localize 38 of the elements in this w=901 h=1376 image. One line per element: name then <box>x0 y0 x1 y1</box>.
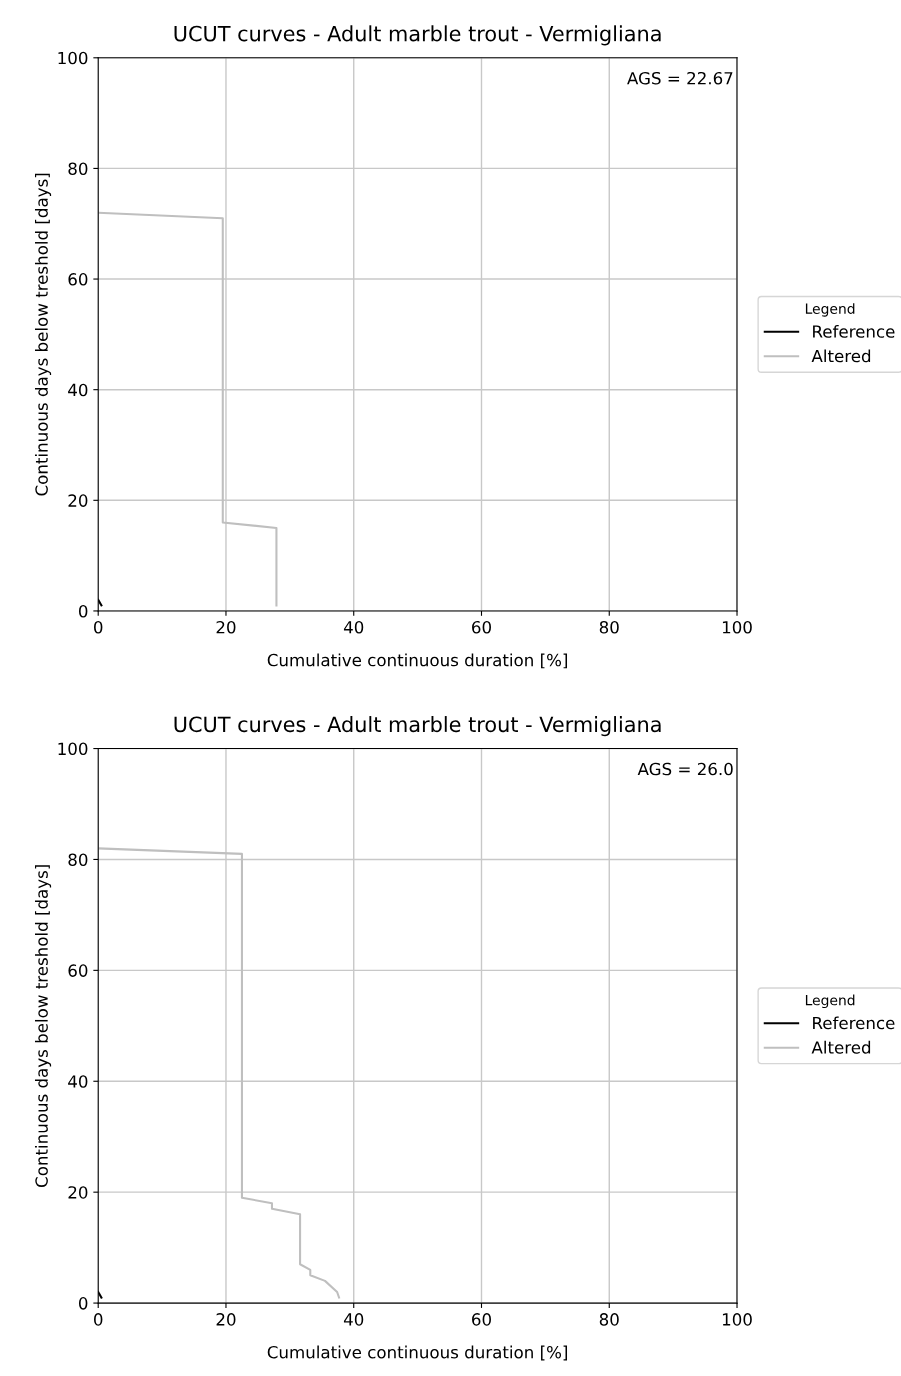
y-axis-title: Continuous days below treshold [days] <box>34 865 52 1187</box>
x-tick-label: 20 <box>216 1313 236 1326</box>
chart-title: UCUT curves - Adult marble trout - Vermigliana <box>174 716 661 737</box>
y-tick-label: 60 <box>68 273 88 286</box>
x-tick-label: 80 <box>599 620 619 634</box>
y-tick-label: 20 <box>68 1186 88 1199</box>
annotation: AGS = 22.67 <box>627 71 733 85</box>
x-tick-label: 60 <box>472 1313 491 1326</box>
x-tick-label: 40 <box>343 620 364 634</box>
x-tick-label: 60 <box>472 620 491 634</box>
y-tick-label: 0 <box>78 1297 88 1310</box>
y-tick-label: 60 <box>68 964 88 977</box>
x-tick-label: 0 <box>94 1313 103 1326</box>
legend-label: Altered <box>811 349 871 363</box>
x-tick-label: 80 <box>599 1313 619 1326</box>
y-tick-label: 0 <box>78 604 88 618</box>
y-tick-label: 100 <box>58 51 88 65</box>
y-axis-title: Continuous days below treshold [days] <box>34 173 52 496</box>
legend-title: Legend <box>805 994 855 1009</box>
y-tick-label: 80 <box>68 162 88 175</box>
y-tick-label: 100 <box>58 742 88 756</box>
legend-label: Reference <box>813 324 895 338</box>
y-tick-label: 20 <box>68 494 88 507</box>
annotation: AGS = 26.0 <box>637 762 733 776</box>
x-tick-label: 0 <box>94 620 103 634</box>
y-tick-label: 80 <box>68 853 88 867</box>
legend-label: Reference <box>813 1016 895 1030</box>
x-tick-label: 100 <box>722 1313 752 1326</box>
x-axis-title: Cumulative continuous duration [%] <box>267 1345 568 1361</box>
chart-title: UCUT curves - Adult marble trout - Vermigliana <box>174 25 661 46</box>
x-tick-label: 40 <box>343 1313 364 1326</box>
y-tick-label: 40 <box>68 383 88 397</box>
y-tick-label: 40 <box>68 1075 88 1088</box>
legend-label: Altered <box>811 1040 871 1054</box>
x-axis-title: Cumulative continuous duration [%] <box>267 653 568 669</box>
x-tick-label: 20 <box>216 620 236 634</box>
legend-title: Legend <box>805 303 855 317</box>
x-tick-label: 100 <box>722 620 752 634</box>
